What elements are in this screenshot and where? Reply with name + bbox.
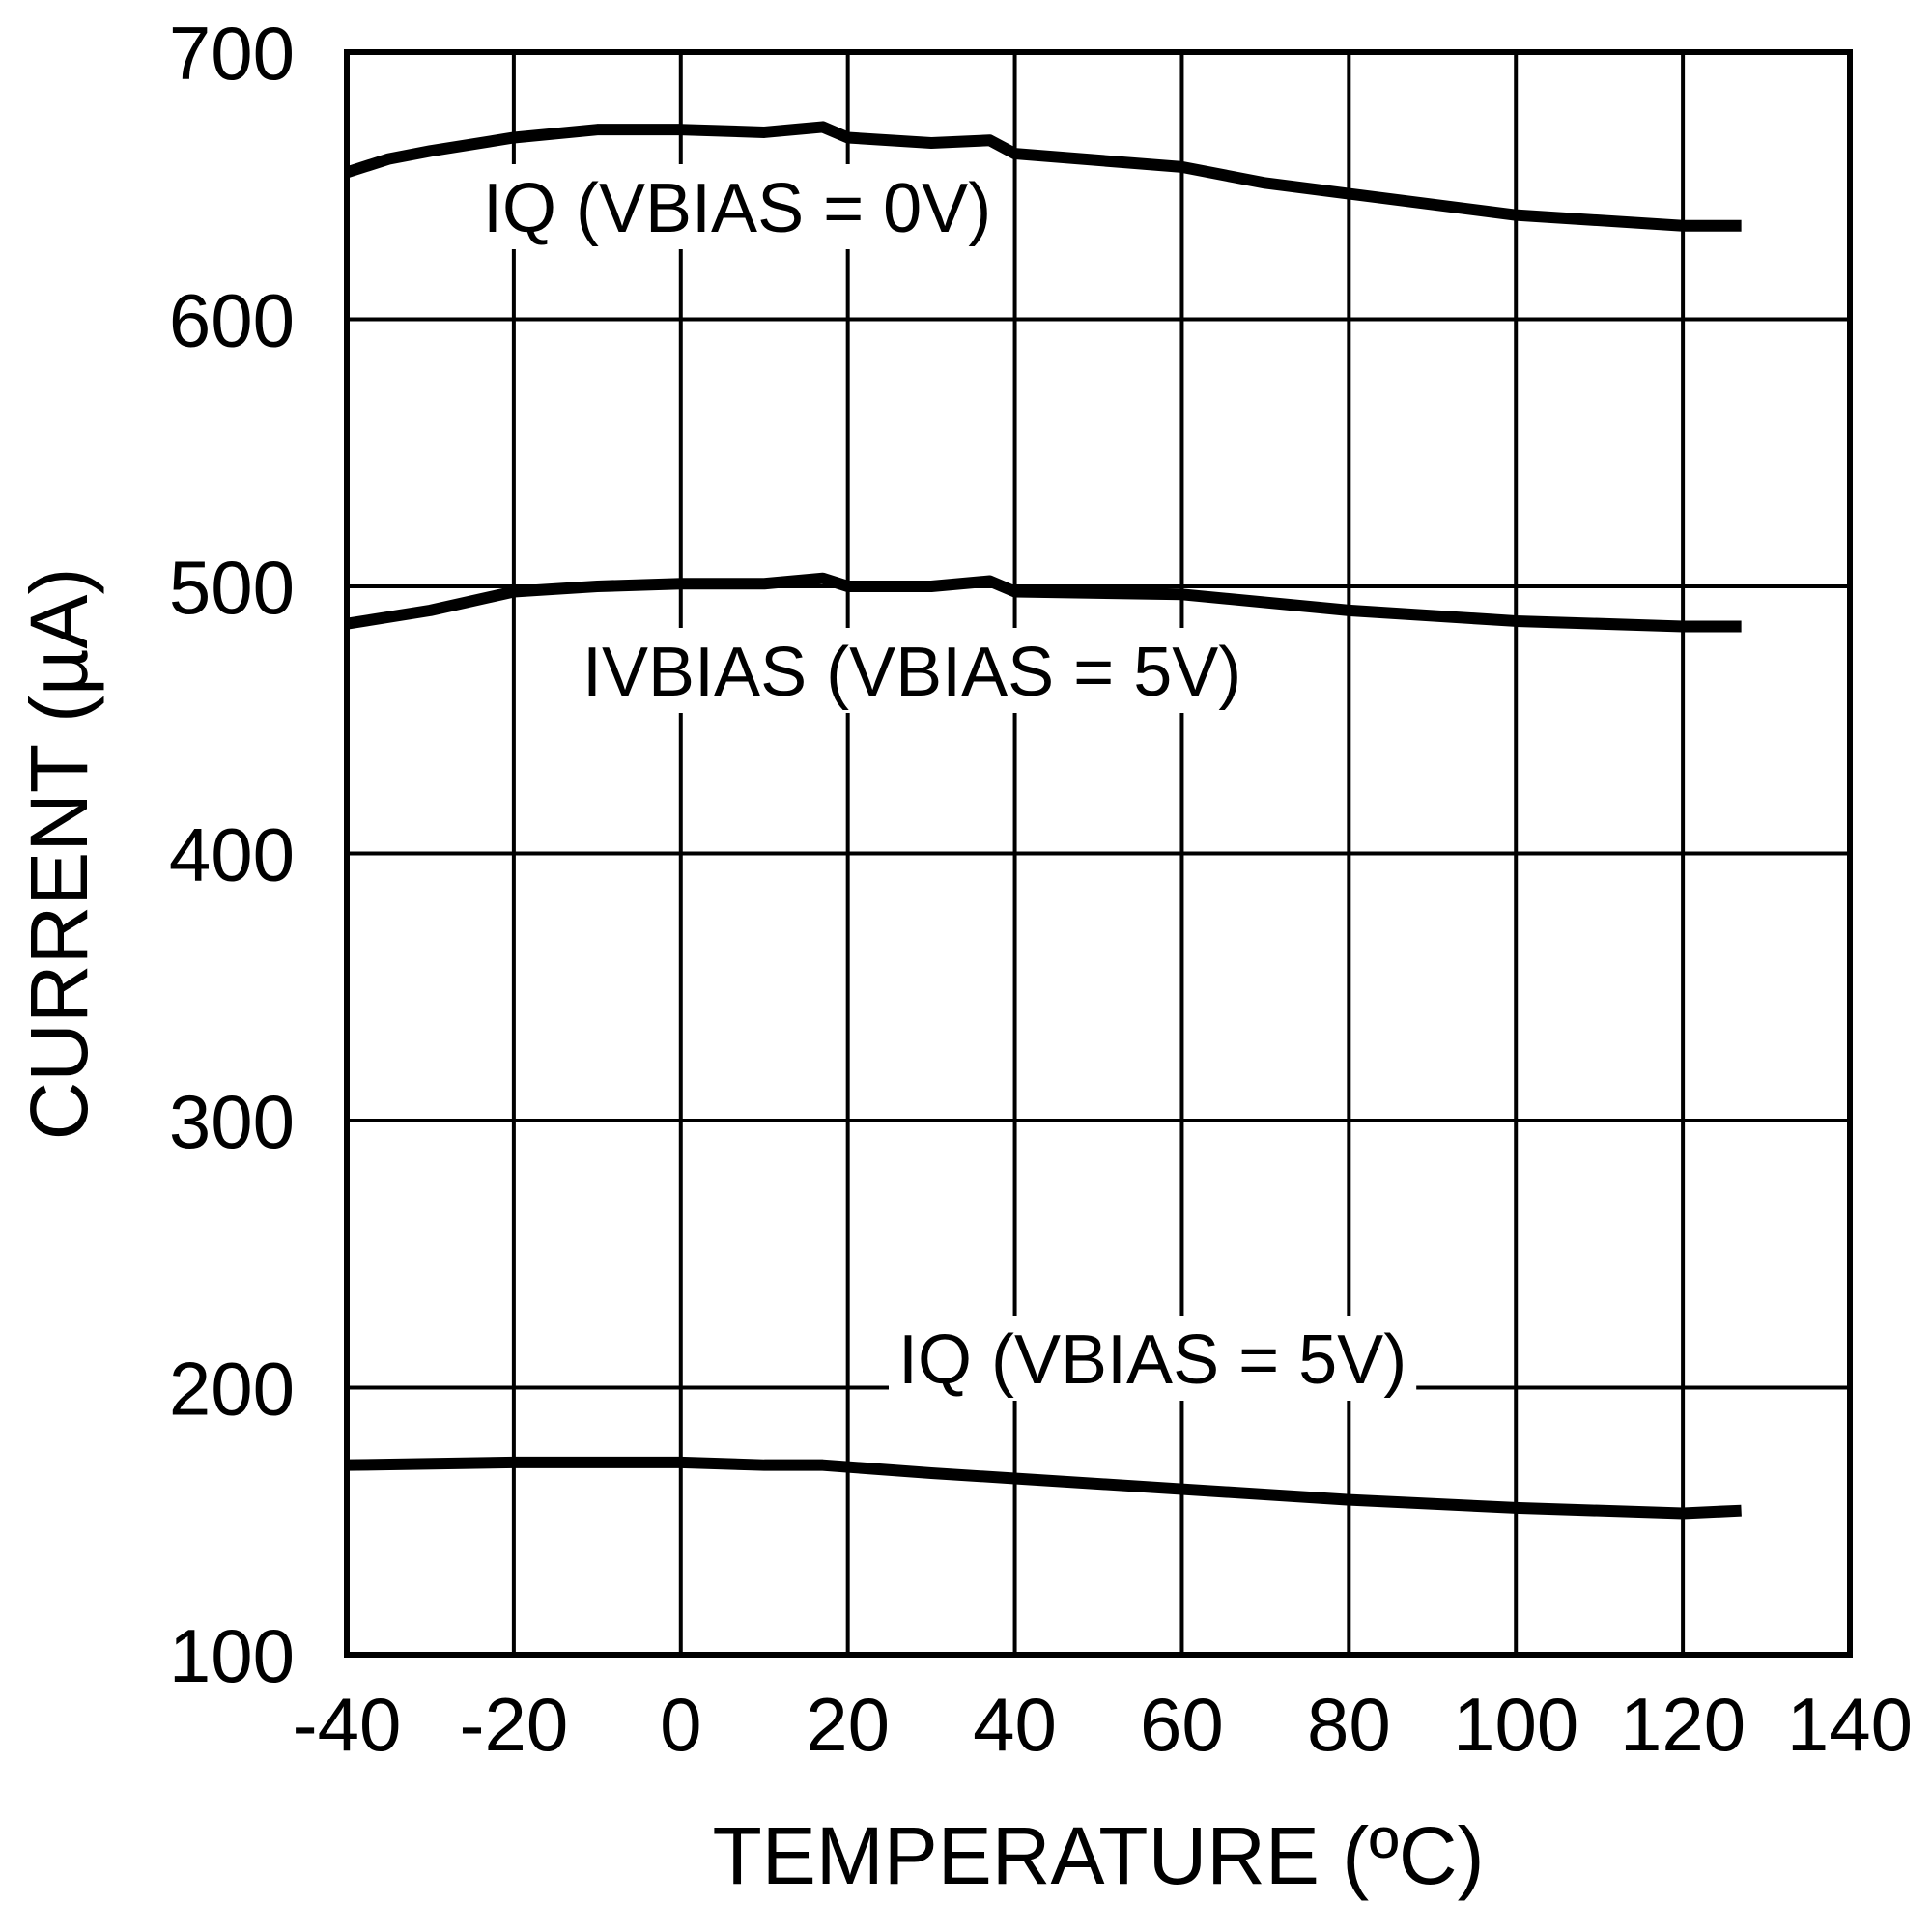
y-tick-label: 300 [169, 1079, 295, 1164]
x-tick-label: 60 [1140, 1682, 1224, 1767]
series-lines [345, 121, 1742, 1520]
y-tick-label: 700 [169, 11, 295, 96]
series-labels: IQ (VBIAS = 0V) IVBIAS (VBIAS = 5V) IQ (VB… [473, 164, 1417, 1401]
x-tick-label: 140 [1787, 1682, 1913, 1767]
x-tick-label: 20 [806, 1682, 890, 1767]
series-line [345, 121, 1742, 232]
x-tick-label: 0 [660, 1682, 701, 1767]
plot-frame [344, 49, 1853, 1658]
y-tick-label: 400 [169, 812, 295, 897]
x-tick-label: -20 [460, 1682, 569, 1767]
x-tick-label: 120 [1620, 1682, 1746, 1767]
x-tick-labels: -40 -20 0 20 40 60 80 100 120 140 [293, 1682, 1913, 1767]
y-tick-labels: 100 200 300 400 500 600 700 [169, 11, 295, 1698]
series-line [346, 1456, 1742, 1520]
series-label: IVBIAS (VBIAS = 5V) [582, 634, 1241, 711]
x-tick-label: -40 [293, 1682, 402, 1767]
series-label-background [573, 628, 1252, 713]
y-tick-label: 200 [169, 1347, 295, 1432]
y-tick-label: 500 [169, 545, 295, 630]
series-line [346, 572, 1742, 633]
series-label: IQ (VBIAS = 5V) [898, 1321, 1406, 1399]
y-tick-label: 600 [169, 278, 295, 363]
series-label: IQ (VBIAS = 0V) [483, 170, 991, 247]
x-tick-label: 40 [973, 1682, 1057, 1767]
series-label-background [889, 1316, 1417, 1401]
x-tick-label: 100 [1453, 1682, 1578, 1767]
y-axis-label: CURRENT (µA) [14, 568, 104, 1141]
grid [345, 50, 1852, 1657]
x-tick-label: 80 [1307, 1682, 1391, 1767]
y-tick-label: 100 [169, 1613, 295, 1698]
x-axis-label: TEMPERATURE (ºC) [712, 1810, 1484, 1901]
series-label-background [473, 164, 1002, 249]
